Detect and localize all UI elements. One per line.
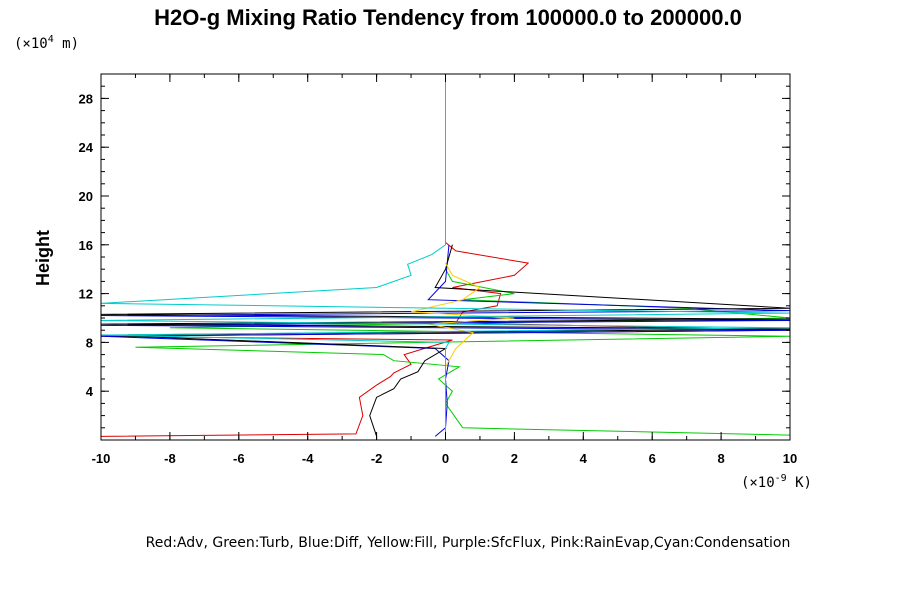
x-tick-label: 10 — [783, 451, 797, 466]
x-tick-label: 0 — [442, 451, 449, 466]
y-tick-label: 24 — [79, 140, 94, 155]
x-tick-label: -4 — [302, 451, 314, 466]
series-line-5 — [100, 74, 791, 438]
x-tick-label: -2 — [371, 451, 383, 466]
legend: Red:Adv, Green:Turb, Blue:Diff, Yellow:F… — [146, 535, 791, 551]
x-tick-label: -8 — [164, 451, 176, 466]
x-tick-label: -6 — [233, 451, 245, 466]
y-axis-label: Height — [33, 230, 53, 286]
series-layer — [100, 74, 791, 438]
y-axis-unit: (×104 m) — [14, 34, 79, 52]
x-tick-label: 8 — [717, 451, 724, 466]
x-tick-label: -10 — [92, 451, 111, 466]
y-tick-label: 8 — [86, 335, 93, 350]
chart-title: H2O-g Mixing Ratio Tendency from 100000.… — [154, 5, 742, 30]
x-tick-label: 6 — [649, 451, 656, 466]
y-tick-label: 20 — [79, 189, 93, 204]
y-tick-label: 28 — [79, 91, 93, 106]
series-line-1 — [135, 268, 791, 436]
y-tick-label: 16 — [79, 238, 93, 253]
x-axis-unit: (×10-9 K) — [741, 473, 812, 491]
series-line-0 — [100, 241, 791, 437]
x-tick-label: 2 — [511, 451, 518, 466]
y-tick-label: 12 — [79, 287, 93, 302]
x-tick-label: 4 — [580, 451, 588, 466]
series-line-4 — [410, 262, 515, 368]
y-tick-label: 4 — [86, 384, 94, 399]
